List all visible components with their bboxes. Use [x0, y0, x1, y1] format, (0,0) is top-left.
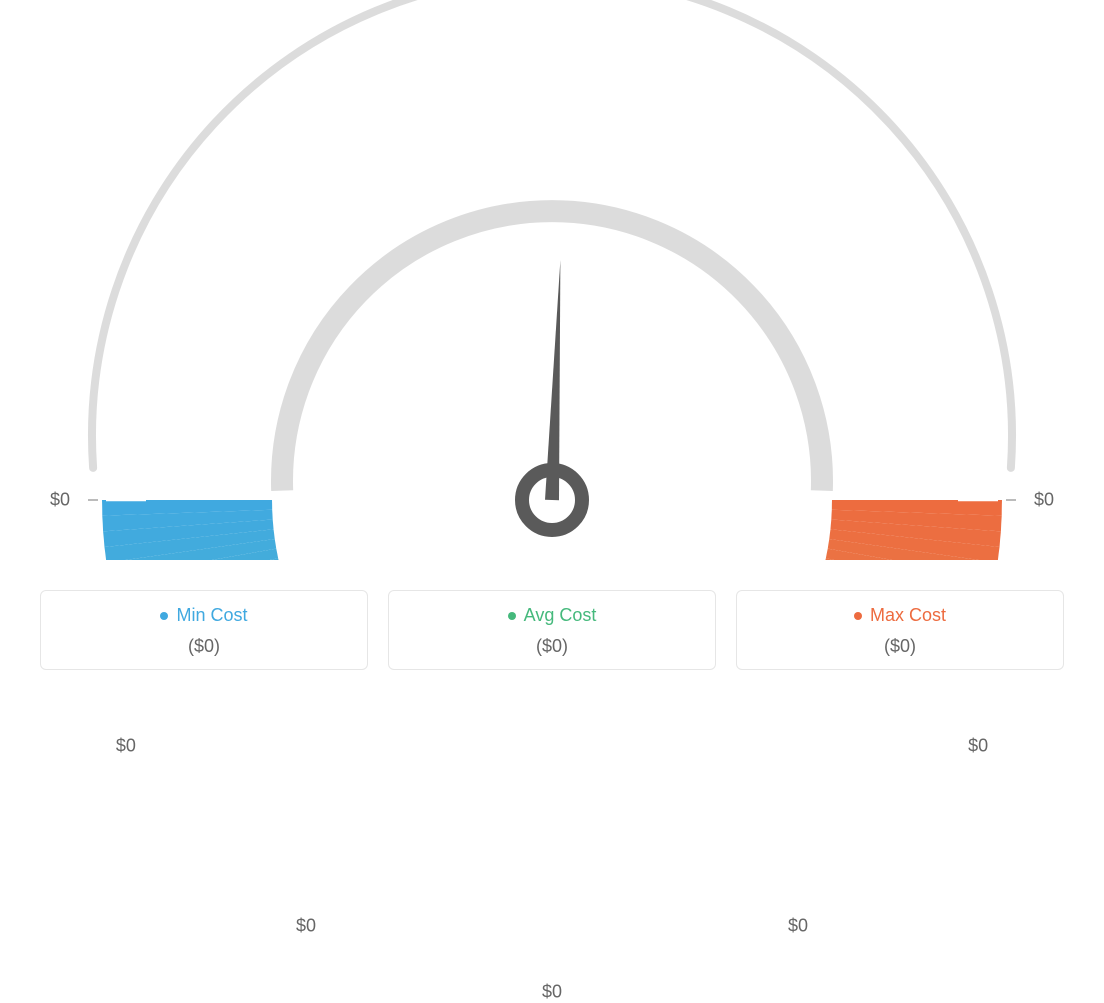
- gauge-tick-label: $0: [788, 916, 808, 937]
- legend-text-min: Min Cost: [176, 605, 247, 626]
- legend-card-max: Max Cost ($0): [736, 590, 1064, 670]
- gauge-svg: [0, 0, 1104, 560]
- legend-value-max: ($0): [747, 636, 1053, 657]
- legend-card-min: Min Cost ($0): [40, 590, 368, 670]
- legend-label-min: Min Cost: [51, 605, 357, 626]
- gauge-tick-label: $0: [296, 916, 316, 937]
- legend-value-avg: ($0): [399, 636, 705, 657]
- gauge-tick-label: $0: [50, 490, 70, 511]
- gauge-tick-label: $0: [116, 736, 136, 757]
- legend-text-avg: Avg Cost: [524, 605, 597, 626]
- legend-row: Min Cost ($0) Avg Cost ($0) Max Cost ($0…: [40, 590, 1064, 670]
- gauge-chart-container: $0$0$0$0$0$0$0 Min Cost ($0) Avg Cost ($…: [0, 0, 1104, 690]
- legend-value-min: ($0): [51, 636, 357, 657]
- gauge-tick-label: $0: [968, 736, 988, 757]
- legend-dot-max: [854, 612, 862, 620]
- legend-label-avg: Avg Cost: [399, 605, 705, 626]
- legend-text-max: Max Cost: [870, 605, 946, 626]
- legend-card-avg: Avg Cost ($0): [388, 590, 716, 670]
- legend-dot-min: [160, 612, 168, 620]
- gauge-tick-label: $0: [1034, 490, 1054, 511]
- gauge-tick-label: $0: [542, 982, 562, 1003]
- legend-dot-avg: [508, 612, 516, 620]
- legend-label-max: Max Cost: [747, 605, 1053, 626]
- gauge-area: $0$0$0$0$0$0$0: [0, 0, 1104, 560]
